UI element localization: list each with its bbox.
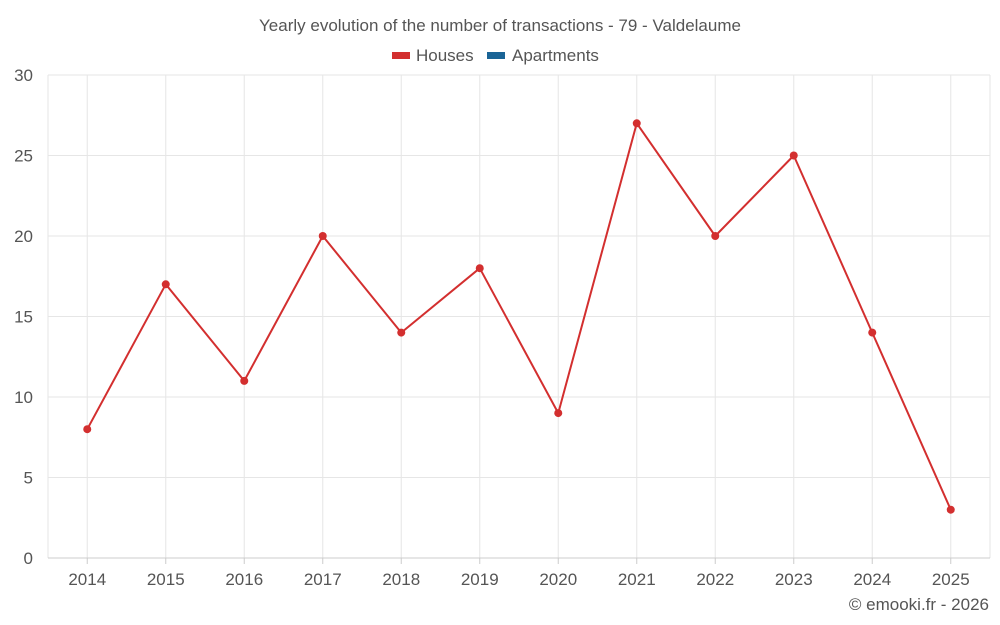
y-tick-label: 5 <box>24 469 33 488</box>
y-tick-label: 10 <box>14 388 33 407</box>
data-point-houses[interactable] <box>475 264 484 273</box>
x-tick-label: 2015 <box>147 570 185 589</box>
legend-label-apartments: Apartments <box>512 46 599 65</box>
x-tick-label: 2025 <box>932 570 970 589</box>
data-point-houses[interactable] <box>789 151 798 160</box>
data-point-houses[interactable] <box>632 119 641 128</box>
axes <box>48 557 990 564</box>
x-tick-label: 2023 <box>775 570 813 589</box>
data-point-houses[interactable] <box>868 328 877 337</box>
chart-title: Yearly evolution of the number of transa… <box>259 16 741 35</box>
grid <box>47 74 991 558</box>
data-point-houses[interactable] <box>397 328 406 337</box>
data-point-houses[interactable] <box>240 376 249 385</box>
y-axis-ticks: 0 5 10 15 20 25 30 <box>14 66 33 568</box>
x-tick-label: 2018 <box>382 570 420 589</box>
x-tick-label: 2014 <box>68 570 106 589</box>
x-tick-label: 2019 <box>461 570 499 589</box>
x-tick-label: 2021 <box>618 570 656 589</box>
legend-swatch-houses <box>392 52 410 59</box>
series <box>83 119 955 514</box>
x-tick-label: 2022 <box>696 570 734 589</box>
y-tick-label: 30 <box>14 66 33 85</box>
data-point-houses[interactable] <box>318 232 327 240</box>
x-tick-label: 2024 <box>853 570 891 589</box>
x-tick-label: 2016 <box>225 570 263 589</box>
legend-swatch-apartments <box>487 52 505 59</box>
legend-label-houses: Houses <box>416 46 474 65</box>
series-line-houses <box>86 122 952 511</box>
y-tick-label: 25 <box>14 147 33 166</box>
x-axis-ticks: 2014 2015 2016 2017 2018 2019 2020 2021 2022 2023… <box>68 570 969 589</box>
data-point-houses[interactable] <box>554 409 563 418</box>
legend-item-houses[interactable]: Houses <box>392 46 474 65</box>
data-point-houses[interactable] <box>946 505 955 514</box>
data-point-houses[interactable] <box>711 232 720 240</box>
x-tick-label: 2017 <box>304 570 342 589</box>
data-point-houses[interactable] <box>161 280 170 289</box>
data-point-houses[interactable] <box>83 425 92 434</box>
y-tick-label: 15 <box>14 308 33 327</box>
legend-item-apartments[interactable]: Apartments <box>487 46 599 65</box>
x-tick-label: 2020 <box>539 570 577 589</box>
credit-text: © emooki.fr - 2026 <box>849 595 989 614</box>
legend: Houses Apartments <box>392 46 599 65</box>
y-tick-label: 20 <box>14 227 33 246</box>
y-tick-label: 0 <box>24 549 33 568</box>
